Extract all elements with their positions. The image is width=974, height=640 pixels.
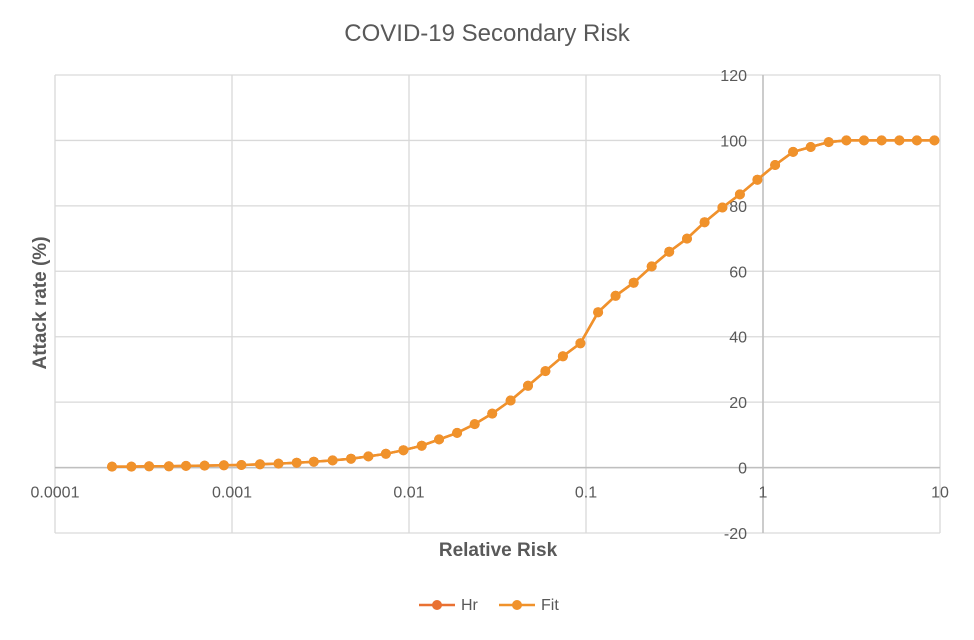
chart-title: COVID-19 Secondary Risk bbox=[344, 20, 630, 47]
data-point-fit bbox=[308, 456, 319, 467]
data-point-fit bbox=[894, 135, 905, 146]
data-point-fit bbox=[199, 460, 210, 471]
y-tick-label: -20 bbox=[724, 526, 747, 543]
data-point-fit bbox=[398, 445, 409, 456]
series-layer bbox=[107, 135, 940, 472]
data-point-fit bbox=[218, 460, 229, 471]
y-tick-label: 80 bbox=[729, 199, 747, 216]
data-point-fit bbox=[841, 135, 852, 146]
data-point-fit bbox=[575, 338, 586, 349]
data-point-fit bbox=[363, 451, 374, 462]
legend-label-fit: Fit bbox=[541, 597, 559, 614]
y-tick-labels: 120 100 80 60 40 20 0 -20 bbox=[720, 68, 747, 543]
data-point-fit bbox=[911, 135, 922, 146]
data-point-fit bbox=[144, 461, 155, 472]
x-tick-label: 0.0001 bbox=[31, 485, 80, 502]
data-point-fit bbox=[236, 460, 247, 470]
x-axis-title: Relative Risk bbox=[439, 540, 558, 561]
x-tick-labels: 0.0001 0.001 0.01 0.1 1 10 bbox=[31, 485, 949, 502]
data-point-fit bbox=[876, 135, 887, 146]
x-tick-label: 0.1 bbox=[575, 485, 597, 502]
data-point-fit bbox=[823, 137, 834, 148]
data-point-fit bbox=[929, 135, 940, 146]
data-point-fit bbox=[523, 380, 533, 391]
data-point-fit bbox=[646, 261, 657, 272]
data-point-fit bbox=[752, 174, 763, 185]
data-point-fit bbox=[416, 440, 427, 451]
data-point-fit bbox=[859, 135, 869, 146]
data-point-fit bbox=[163, 461, 174, 472]
y-tick-label: 0 bbox=[738, 461, 747, 478]
data-point-fit bbox=[273, 458, 284, 469]
legend-marker-fit bbox=[512, 600, 522, 610]
data-point-fit bbox=[255, 459, 265, 470]
data-point-fit bbox=[487, 408, 498, 419]
data-point-fit bbox=[107, 461, 117, 472]
data-point-fit bbox=[126, 461, 137, 472]
x-tick-label: 1 bbox=[759, 485, 768, 502]
data-point-fit bbox=[557, 351, 568, 362]
data-point-fit bbox=[699, 217, 710, 228]
data-point-fit bbox=[505, 395, 516, 406]
data-point-fit bbox=[540, 366, 551, 377]
data-point-fit bbox=[717, 202, 728, 213]
y-tick-label: 120 bbox=[720, 68, 747, 85]
legend-label-hr: Hr bbox=[461, 597, 479, 614]
data-point-fit bbox=[664, 246, 675, 257]
data-point-fit bbox=[805, 142, 816, 152]
x-tick-label: 0.01 bbox=[393, 485, 424, 502]
data-point-fit bbox=[682, 233, 692, 244]
y-tick-label: 100 bbox=[720, 133, 747, 150]
data-point-fit bbox=[434, 434, 445, 445]
data-point-fit bbox=[469, 419, 480, 430]
data-point-fit bbox=[593, 307, 604, 318]
data-point-fit bbox=[291, 457, 302, 468]
x-tick-label: 10 bbox=[931, 485, 949, 502]
data-point-fit bbox=[380, 448, 391, 459]
y-tick-label: 60 bbox=[729, 264, 747, 281]
data-point-fit bbox=[770, 160, 781, 170]
data-point-fit bbox=[327, 455, 338, 466]
data-point-fit bbox=[181, 460, 191, 471]
data-point-fit bbox=[452, 427, 463, 438]
legend: Hr Fit bbox=[419, 597, 559, 614]
series-line-hr bbox=[112, 139, 935, 468]
series-line-fit bbox=[112, 139, 935, 468]
data-point-fit bbox=[734, 189, 745, 200]
data-point-fit bbox=[610, 290, 621, 301]
data-point-fit bbox=[788, 146, 799, 157]
y-tick-label: 40 bbox=[729, 330, 747, 347]
legend-marker-hr bbox=[432, 600, 442, 610]
y-tick-label: 20 bbox=[729, 395, 747, 412]
data-point-fit bbox=[628, 277, 639, 288]
data-point-fit bbox=[346, 453, 356, 464]
y-axis-title: Attack rate (%) bbox=[30, 236, 51, 369]
x-tick-label: 0.001 bbox=[212, 485, 252, 502]
